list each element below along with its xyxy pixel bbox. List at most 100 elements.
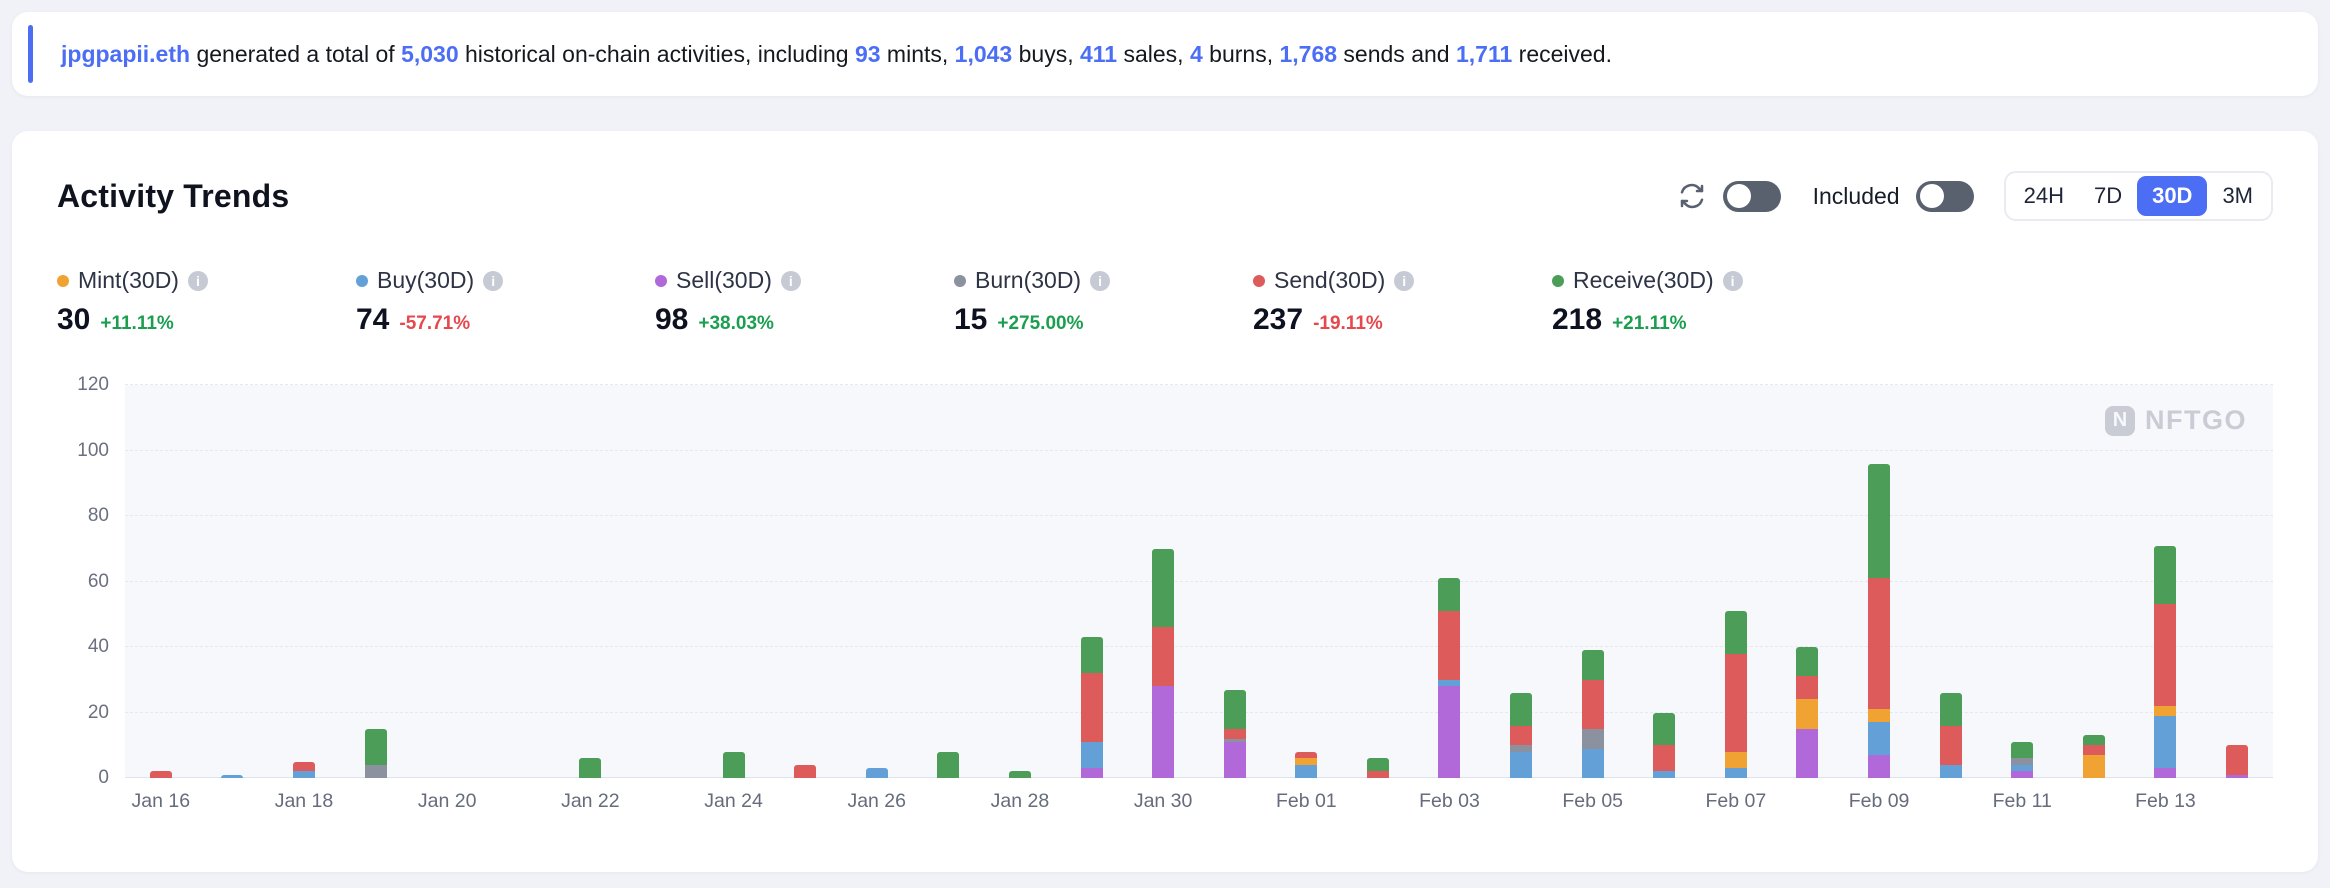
bar-segment-send <box>1366 771 1389 778</box>
bar-jan-29[interactable] <box>1056 385 1128 778</box>
bar-segment-sell <box>1868 755 1891 778</box>
bar-segment-buy <box>221 774 244 778</box>
legend-stat-mint[interactable]: Mint(30D) i 30 +11.11% <box>57 267 356 337</box>
bar-segment-receive <box>1724 611 1747 654</box>
wash-trade-filter-icon[interactable] <box>1677 181 1707 211</box>
legend-stats-row: Mint(30D) i 30 +11.11% Buy(30D) i 74 -57.71% Sel… <box>57 267 2273 337</box>
bar-feb-13[interactable] <box>2130 385 2202 778</box>
legend-stat-receive[interactable]: Receive(30D) i 218 +21.11% <box>1552 267 1851 337</box>
info-icon[interactable]: i <box>187 270 208 291</box>
x-tick-label: Jan 16 <box>131 790 191 812</box>
bar-jan-30[interactable] <box>1127 385 1199 778</box>
summary-count: 1,043 <box>954 40 1013 67</box>
bar-segment-send <box>1295 751 1318 759</box>
bar-segment-receive <box>1008 771 1031 778</box>
x-tick-label <box>1628 790 1700 813</box>
range-3m-button[interactable]: 3M <box>2207 176 2268 216</box>
wash-trade-toggle[interactable] <box>1722 180 1781 212</box>
legend-stat-burn[interactable]: Burn(30D) i 15 +275.00% <box>954 267 1253 337</box>
plot-area: N NFTGO Jan 16 Jan 18 Jan 20 Jan 22 Jan 24 Ja… <box>125 384 2273 813</box>
legend-label: Mint(30D) <box>78 267 179 293</box>
bar-jan-17[interactable] <box>197 385 269 778</box>
y-tick-label: 120 <box>77 374 109 395</box>
bar-jan-26[interactable] <box>841 385 913 778</box>
x-tick-label <box>197 790 269 813</box>
wallet-address-link[interactable]: jpgpapii.eth <box>61 40 191 67</box>
bar-feb-10[interactable] <box>1915 385 1987 778</box>
bar-jan-31[interactable] <box>1199 385 1271 778</box>
bar-feb-07[interactable] <box>1700 385 1772 778</box>
bar-jan-27[interactable] <box>913 385 985 778</box>
bar-feb-14[interactable] <box>2201 385 2273 778</box>
bar-jan-19[interactable] <box>340 385 412 778</box>
info-icon[interactable]: i <box>780 270 801 291</box>
bar-segment-mint <box>1868 709 1891 723</box>
bar-segment-burn <box>1510 745 1533 752</box>
bar-feb-08[interactable] <box>1772 385 1844 778</box>
included-toggle[interactable] <box>1915 180 1974 212</box>
stat-change: +21.11% <box>1612 313 1687 334</box>
bar-jan-22[interactable] <box>555 385 627 778</box>
bar-feb-06[interactable] <box>1628 385 1700 778</box>
x-tick-label <box>2058 790 2130 813</box>
legend-dot <box>57 274 69 287</box>
summary-text-segment: mints, <box>880 40 955 67</box>
bar-segment-receive <box>1152 548 1175 628</box>
range-24h-button[interactable]: 24H <box>2009 176 2079 216</box>
bar-segment-buy <box>2011 764 2034 772</box>
bar-jan-20[interactable] <box>411 385 483 778</box>
info-icon[interactable]: i <box>1090 270 1111 291</box>
summary-text: jpgpapii.eth generated a total of 5,030 … <box>61 41 1612 68</box>
bar-segment-buy <box>292 771 315 778</box>
range-30d-button[interactable]: 30D <box>2137 176 2208 216</box>
x-tick-label: Jan 28 <box>990 790 1050 812</box>
bar-jan-23[interactable] <box>626 385 698 778</box>
info-icon[interactable]: i <box>483 270 504 291</box>
stat-value: 237 <box>1253 303 1304 336</box>
bar-jan-21[interactable] <box>483 385 555 778</box>
legend-stat-send[interactable]: Send(30D) i 237 -19.11% <box>1253 267 1552 337</box>
bars <box>125 385 2273 778</box>
legend-label: Burn(30D) <box>975 267 1082 293</box>
range-7d-button[interactable]: 7D <box>2079 176 2137 216</box>
x-tick-label <box>1915 790 1987 813</box>
bar-segment-mint <box>2082 755 2105 778</box>
y-tick-label: 80 <box>87 505 109 526</box>
bar-feb-12[interactable] <box>2058 385 2130 778</box>
bar-segment-sell <box>1080 768 1103 778</box>
bar-jan-16[interactable] <box>125 385 197 778</box>
info-icon[interactable]: i <box>1722 270 1743 291</box>
bar-segment-receive <box>1939 692 1962 726</box>
bar-jan-28[interactable] <box>984 385 1056 778</box>
bar-segment-send <box>1868 578 1891 710</box>
bar-segment-send <box>1581 679 1604 729</box>
legend-stat-sell[interactable]: Sell(30D) i 98 +38.03% <box>655 267 954 337</box>
bar-feb-02[interactable] <box>1342 385 1414 778</box>
y-tick-label: 20 <box>87 701 109 723</box>
bar-feb-05[interactable] <box>1557 385 1629 778</box>
bar-segment-send <box>1223 728 1246 739</box>
x-tick-label: Feb 01 <box>1275 790 1337 812</box>
bar-feb-04[interactable] <box>1485 385 1557 778</box>
bar-jan-25[interactable] <box>769 385 841 778</box>
bar-segment-buy <box>1724 768 1747 778</box>
bar-segment-send <box>149 771 172 778</box>
bar-feb-11[interactable] <box>1986 385 2058 778</box>
bar-segment-burn <box>1223 738 1246 742</box>
legend-stat-buy[interactable]: Buy(30D) i 74 -57.71% <box>356 267 655 337</box>
summary-accent-bar <box>28 25 33 83</box>
bar-jan-18[interactable] <box>268 385 340 778</box>
summary-text-segment: buys, <box>1012 40 1080 67</box>
bar-segment-sell <box>2011 771 2034 778</box>
bar-feb-09[interactable] <box>1843 385 1915 778</box>
summary-count: 411 <box>1079 40 1118 67</box>
x-tick-label: Jan 20 <box>417 790 477 812</box>
bar-jan-24[interactable] <box>698 385 770 778</box>
bar-segment-buy <box>2154 715 2177 769</box>
info-icon[interactable]: i <box>1394 270 1415 291</box>
toggle-knob <box>1726 184 1751 208</box>
bar-feb-03[interactable] <box>1414 385 1486 778</box>
bar-feb-01[interactable] <box>1271 385 1343 778</box>
legend-label: Send(30D) <box>1274 267 1386 293</box>
